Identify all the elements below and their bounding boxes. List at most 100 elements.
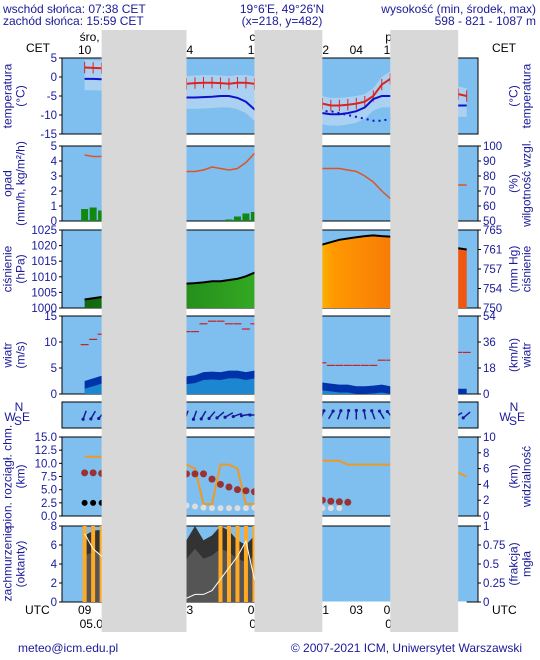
left-tick-label: 5	[51, 363, 57, 375]
right-tick-label: 0.75	[483, 540, 505, 552]
right-tick-label: 100	[483, 141, 502, 153]
left-tick-label: 5.0	[41, 485, 57, 497]
cloud-top-dot	[344, 498, 352, 506]
right-tick-label: 54	[483, 311, 496, 323]
left-tick-label: 1020	[31, 241, 57, 253]
right-tick-label: 4	[483, 479, 490, 491]
top-zone-label: CET	[26, 41, 51, 55]
fog-bar	[218, 526, 223, 602]
cloud-top-dot	[199, 470, 207, 478]
compass-w-left: W	[4, 410, 16, 424]
cloud-top-dot	[327, 497, 335, 505]
right-tick-label: 761	[483, 245, 502, 257]
compass-e-left: E	[22, 410, 30, 424]
left-axis-title-line: opad	[1, 170, 15, 197]
wind-arrow-head	[97, 416, 101, 421]
wind-arrow-head	[322, 409, 326, 413]
fog-bar	[252, 526, 257, 602]
footer-email[interactable]: meteo@icm.edu.pl	[18, 641, 118, 655]
night-band	[254, 30, 323, 632]
wind-arrow-head	[331, 409, 335, 413]
wind-arrow-head	[354, 408, 358, 413]
right-tick-label: 60	[483, 201, 496, 213]
sunrise-text: wschód słońca: 07:38 CET	[2, 2, 146, 16]
right-axis-title-line: (frakcja)	[507, 542, 521, 585]
right-tick-label: 0	[483, 389, 489, 401]
left-tick-label: 12.5	[35, 445, 57, 457]
bottom-hour-label: 09	[78, 603, 92, 617]
compass-e-right: E	[517, 410, 525, 424]
left-tick-label: 15	[44, 311, 57, 323]
cloud-top-dot	[216, 480, 224, 488]
left-tick-label: 1000	[31, 303, 57, 315]
left-tick-label: 2	[51, 578, 57, 590]
left-axis-title: zachmurzenie (oktanty)	[1, 526, 28, 601]
cloud-base-dot	[81, 499, 88, 506]
right-axis-title-line: (km/h)	[507, 338, 521, 372]
bottom-zone-label: UTC	[25, 603, 50, 617]
right-axis-title: (km/h) wiatr	[507, 338, 534, 372]
right-tick-label: 0.5	[483, 559, 499, 571]
top-hour-label: 04	[350, 43, 364, 57]
cloud-base-dot	[90, 499, 97, 506]
left-axis-title-line: (m/s)	[14, 341, 28, 368]
left-tick-label: 0.0	[41, 511, 57, 523]
compass-w-right: W	[499, 410, 511, 424]
cloud-top-dot	[81, 469, 89, 477]
left-axis-title-line: (km)	[14, 465, 28, 489]
right-axis-title-line: wilgotność wzgl.	[520, 140, 534, 228]
left-axis-title-line: temperatura	[1, 63, 15, 128]
left-tick-label: 1010	[31, 272, 57, 284]
left-tick-label: 7.5	[41, 472, 57, 484]
wind-arrow-head	[347, 408, 351, 413]
left-tick-label: 0	[51, 72, 57, 84]
right-tick-label: 2	[483, 495, 489, 507]
left-axis-title-line: wiatr	[1, 342, 15, 368]
left-axis-title-line: (mm/h, kg/m²/h)	[14, 141, 28, 226]
precip-bar	[250, 212, 258, 221]
wind-arrow-head	[207, 416, 211, 421]
fog-bar	[91, 526, 96, 602]
left-axis-title: ciśnienie (hPa)	[1, 245, 28, 292]
right-axis-title-line: temperatura	[520, 63, 534, 128]
right-tick-label: 0.25	[483, 578, 505, 590]
right-axis-title: (°C) temperatura	[507, 63, 534, 128]
right-tick-label: 750	[483, 303, 502, 315]
right-axis-title-line: (%)	[507, 174, 521, 193]
top-zone-label-right: CET	[492, 41, 517, 55]
left-tick-label: 4	[51, 156, 58, 168]
cloud-base-dot	[242, 505, 249, 512]
left-axis-title-line: (oktanty)	[14, 541, 28, 588]
left-tick-label: 5	[51, 53, 57, 65]
right-tick-label: 90	[483, 156, 496, 168]
left-axis-title-line: pion. rozciągł. chm.	[1, 425, 15, 528]
bottom-zone-label-right: UTC	[492, 603, 517, 617]
sunset-text: zachód słońca: 15:59 CET	[3, 14, 144, 28]
wind-arrow-head	[239, 414, 244, 418]
wind-arrow-head	[339, 409, 343, 413]
cloud-top-dot	[208, 475, 216, 483]
left-tick-label: 2.5	[41, 498, 57, 510]
wind-arrow-head	[89, 417, 93, 421]
cloud-base-dot	[327, 505, 334, 512]
right-tick-label: 10	[483, 432, 496, 444]
left-tick-label: -15	[40, 129, 57, 141]
grid-text: (x=218, y=482)	[242, 14, 323, 28]
fog-bar	[243, 526, 248, 602]
left-tick-label: 0	[51, 216, 57, 228]
footer-copyright: © 2007-2021 ICM, Uniwersytet Warszawski	[291, 641, 522, 655]
cloud-top-dot	[335, 498, 343, 506]
cloud-base-dot	[225, 505, 232, 512]
left-tick-label: 10	[44, 337, 57, 349]
right-axis-title-line: (°C)	[507, 85, 521, 106]
left-tick-label: 1015	[31, 256, 57, 268]
left-tick-label: -10	[40, 110, 57, 122]
wind-arrow-head	[231, 414, 235, 419]
left-axis-title-line: ciśnienie	[1, 245, 15, 292]
right-tick-label: 70	[483, 186, 496, 198]
right-axis-title-line: mgła	[520, 551, 534, 577]
cloud-base-dot	[336, 505, 343, 512]
cloud-base-dot	[192, 503, 199, 510]
left-axis-title: pion. rozciągł. chm. (km)	[1, 425, 28, 528]
